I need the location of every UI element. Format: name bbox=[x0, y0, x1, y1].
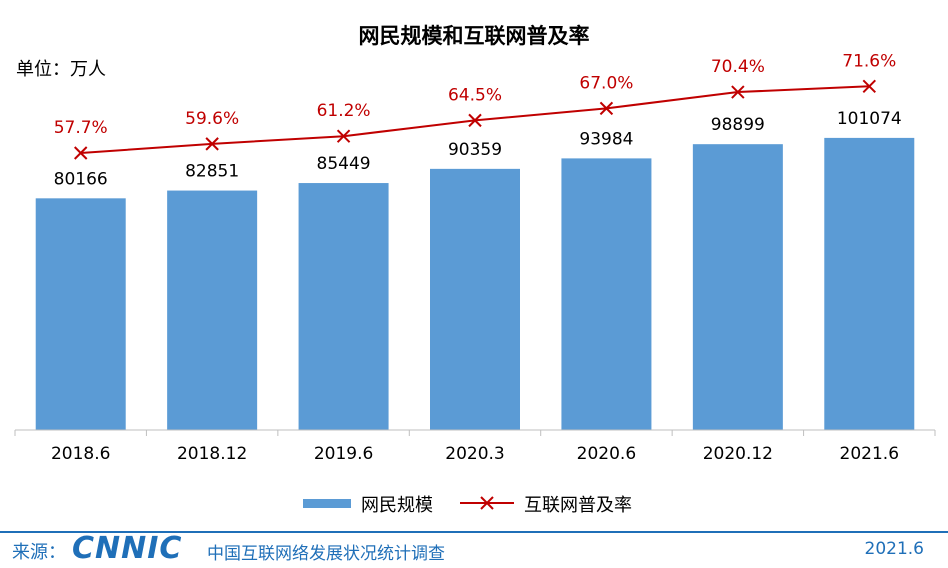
footer-date: 2021.6 bbox=[864, 539, 924, 559]
bar bbox=[430, 168, 520, 430]
bar-value-label: 85449 bbox=[317, 154, 371, 174]
bar-value-label: 101074 bbox=[837, 109, 902, 129]
legend-line-label: 互联网普及率 bbox=[524, 495, 632, 516]
rate-marker bbox=[336, 129, 351, 143]
rate-marker bbox=[599, 101, 614, 116]
legend: 网民规模 互联网普及率 bbox=[303, 495, 632, 516]
rate-value-label: 70.4% bbox=[711, 57, 765, 77]
x-axis-ticks bbox=[14, 430, 936, 436]
rate-marker bbox=[74, 146, 88, 160]
bar bbox=[824, 137, 915, 431]
cnnic-logo: CNNIC bbox=[72, 531, 183, 566]
chart-canvas: 80166 82851 85449 90359 93984 98899 101074 201… bbox=[14, 51, 936, 516]
rate-marker bbox=[862, 79, 876, 93]
bar-value-label: 98899 bbox=[711, 115, 765, 135]
legend-line-marker bbox=[480, 496, 494, 510]
rate-marker bbox=[205, 137, 219, 151]
rate-value-label: 57.7% bbox=[54, 118, 108, 138]
x-tick-label: 2020.3 bbox=[445, 444, 504, 464]
rate-markers bbox=[74, 79, 876, 160]
rate-marker bbox=[731, 85, 745, 99]
rate-marker bbox=[468, 113, 482, 128]
x-axis-tick-labels: 2018.6 2018.12 2019.6 2020.3 2020.6 2020.12 20… bbox=[51, 444, 899, 464]
rate-value-label: 61.2% bbox=[317, 101, 371, 121]
x-tick-label: 2020.12 bbox=[703, 444, 773, 464]
rate-value-label: 59.6% bbox=[185, 109, 239, 129]
bar-value-label: 93984 bbox=[579, 129, 633, 149]
x-tick-label: 2018.12 bbox=[177, 444, 247, 464]
unit-label: 单位：万人 bbox=[16, 59, 106, 80]
bar-value-label: 90359 bbox=[448, 140, 502, 160]
rate-value-label: 64.5% bbox=[448, 85, 502, 105]
legend-bar-label: 网民规模 bbox=[361, 495, 433, 516]
bar bbox=[561, 158, 652, 431]
bar-value-label: 80166 bbox=[54, 169, 108, 189]
x-tick-label: 2018.6 bbox=[51, 444, 110, 464]
bar bbox=[167, 190, 258, 430]
x-tick-label: 2020.6 bbox=[577, 444, 636, 464]
bar-value-labels: 80166 82851 85449 90359 93984 98899 101074 bbox=[54, 109, 902, 189]
footer-report-name: 中国互联网络发展状况统计调查 bbox=[207, 544, 445, 564]
bar bbox=[298, 183, 389, 430]
footer-divider bbox=[0, 531, 948, 533]
x-tick-label: 2021.6 bbox=[840, 444, 899, 464]
chart-title: 网民规模和互联网普及率 bbox=[358, 24, 590, 48]
rate-value-labels: 57.7% 59.6% 61.2% 64.5% 67.0% 70.4% 71.6% bbox=[54, 51, 897, 138]
legend-bar-swatch bbox=[303, 499, 351, 508]
bar-series bbox=[35, 137, 915, 431]
bar-value-label: 82851 bbox=[185, 162, 239, 182]
x-tick-label: 2019.6 bbox=[314, 444, 373, 464]
footer-source-label: 来源： bbox=[12, 542, 66, 563]
bar bbox=[692, 144, 783, 430]
bar bbox=[35, 198, 126, 430]
rate-value-label: 71.6% bbox=[842, 51, 896, 71]
rate-value-label: 67.0% bbox=[579, 73, 633, 93]
